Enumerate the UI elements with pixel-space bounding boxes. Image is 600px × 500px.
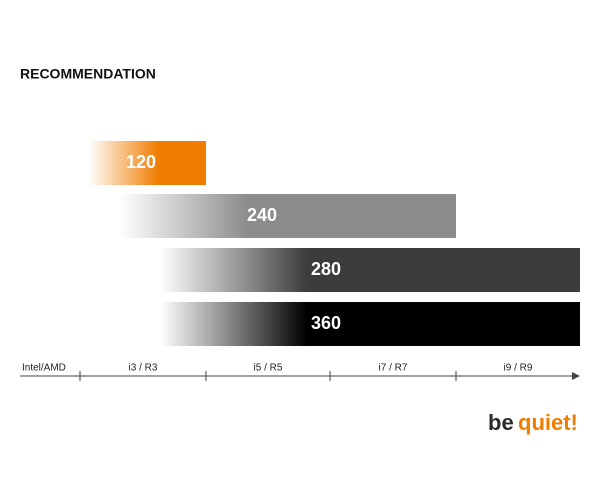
bar-label: 280	[311, 259, 341, 279]
tier-label: i9 / R9	[504, 363, 533, 374]
bar	[160, 248, 580, 292]
bar	[88, 141, 206, 185]
logo-be: be	[488, 410, 514, 435]
bar-label: 240	[247, 205, 277, 225]
bar-label: 360	[311, 313, 341, 333]
logo-quiet: quiet!	[518, 410, 578, 435]
axis-name: Intel/AMD	[22, 363, 66, 374]
tier-label: i3 / R3	[129, 363, 158, 374]
axis-arrow	[572, 372, 580, 380]
tier-label: i7 / R7	[379, 363, 408, 374]
title: RECOMMENDATION	[20, 66, 156, 82]
bar	[120, 194, 456, 238]
tier-label: i5 / R5	[254, 363, 283, 374]
bar-label: 120	[126, 152, 156, 172]
bar	[160, 302, 580, 346]
